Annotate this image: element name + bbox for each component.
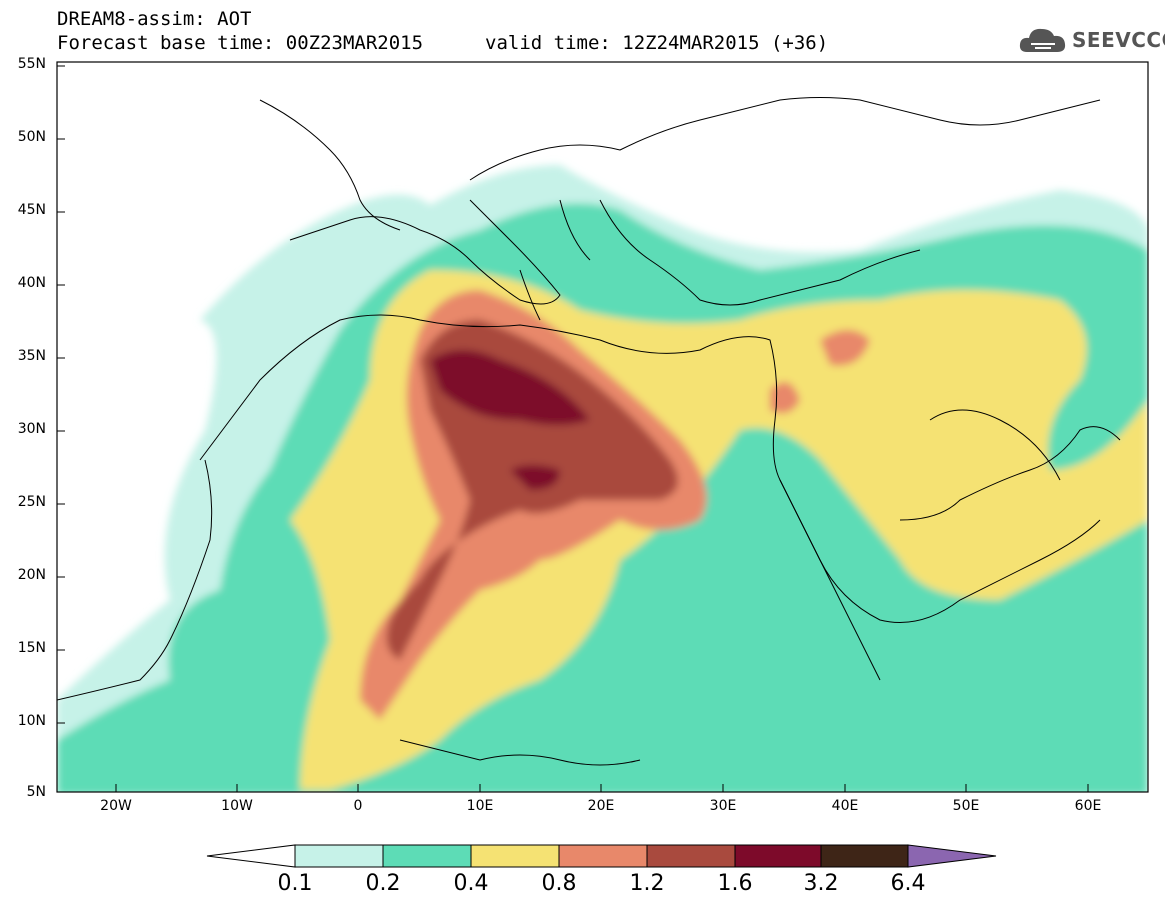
colorbar xyxy=(206,844,997,868)
colorbar-label: 3.2 xyxy=(803,871,839,896)
lat-label: 45N xyxy=(17,202,46,218)
lon-label: 40E xyxy=(831,798,859,814)
lat-label: 5N xyxy=(26,784,46,800)
lon-label: 20E xyxy=(587,798,615,814)
colorbar-bin-2 xyxy=(382,844,472,868)
lat-label: 30N xyxy=(17,421,46,437)
product-title: DREAM8-assim: AOT xyxy=(57,8,252,30)
lat-label: 50N xyxy=(17,129,46,145)
colorbar-over xyxy=(907,844,997,868)
aot-band-1.6 xyxy=(430,350,590,425)
aot-band-0.8-east xyxy=(770,330,870,414)
colorbar-label: 1.6 xyxy=(717,871,753,896)
forecast-base-time: Forecast base time: 00Z23MAR2015 xyxy=(57,32,424,54)
axis-ticks xyxy=(57,65,1089,792)
lat-label: 25N xyxy=(17,494,46,510)
cloud-icon xyxy=(1019,28,1066,52)
lat-label: 40N xyxy=(17,275,46,291)
colorbar-under xyxy=(206,844,296,868)
lat-label: 15N xyxy=(17,640,46,656)
map-frame xyxy=(56,61,1149,793)
colorbar-label: 6.4 xyxy=(890,871,926,896)
aot-band-1.6-b xyxy=(510,465,560,490)
colorbar-bin-6 xyxy=(734,844,822,868)
lon-label: 0 xyxy=(353,798,363,814)
coastlines xyxy=(57,97,1121,766)
lon-label: 20W xyxy=(100,798,132,814)
colorbar-bin-7 xyxy=(820,844,909,868)
valid-time: valid time: 12Z24MAR2015 (+36) xyxy=(485,32,829,54)
aot-field xyxy=(57,165,1148,792)
lon-label: 50E xyxy=(952,798,980,814)
colorbar-label: 0.1 xyxy=(277,871,313,896)
seevccc-logo: SEEVCCC xyxy=(1017,22,1165,58)
colorbar-bin-4 xyxy=(558,844,648,868)
lat-label: 35N xyxy=(17,348,46,364)
lon-label: 60E xyxy=(1074,798,1102,814)
colorbar-label: 0.8 xyxy=(541,871,577,896)
colorbar-bin-1 xyxy=(294,844,384,868)
lon-label: 10E xyxy=(466,798,494,814)
colorbar-label: 0.2 xyxy=(365,871,401,896)
colorbar-bin-5 xyxy=(646,844,736,868)
colorbar-label: 0.4 xyxy=(453,871,489,896)
colorbar-bin-3 xyxy=(470,844,560,868)
lat-label: 55N xyxy=(17,56,46,72)
colorbar-label: 1.2 xyxy=(629,871,665,896)
logo-text: SEEVCCC xyxy=(1072,28,1165,52)
lat-label: 20N xyxy=(17,567,46,583)
aot-band-1.2 xyxy=(386,320,678,660)
lon-label: 30E xyxy=(709,798,737,814)
lon-label: 10W xyxy=(221,798,253,814)
lat-label: 10N xyxy=(17,713,46,729)
